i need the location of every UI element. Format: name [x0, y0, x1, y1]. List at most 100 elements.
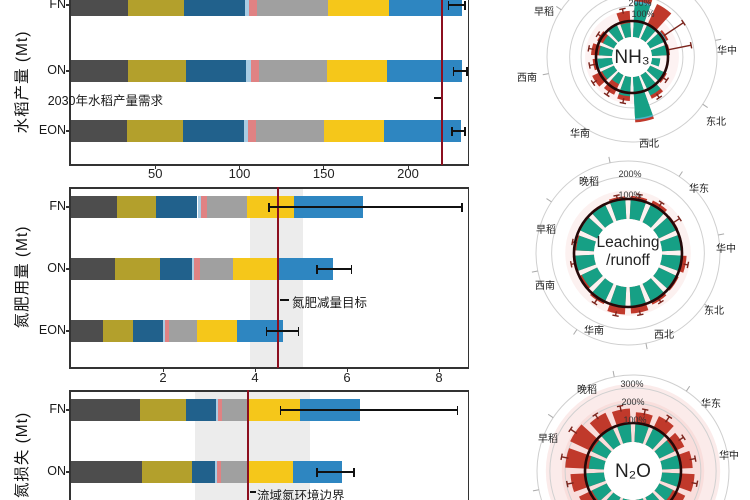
- wedge-teal: [632, 3, 651, 39]
- bar-segment-gray: [222, 399, 248, 421]
- bar-segment-olive: [103, 320, 134, 342]
- wedge-teal: [611, 71, 624, 85]
- bar-segment-pink-thin: [200, 196, 208, 218]
- error-cap: [464, 126, 467, 136]
- wedge-teal: [588, 456, 606, 470]
- x-axis-line: [69, 164, 469, 166]
- error-cap: [464, 0, 467, 10]
- sector-tick: [702, 103, 708, 108]
- wedge-teal: [629, 199, 646, 221]
- polar-error-bar: [663, 22, 684, 37]
- wedge-teal: [601, 428, 621, 450]
- top-spine: [69, 187, 469, 189]
- sector-tick: [645, 343, 648, 350]
- reference-line: [276, 187, 280, 368]
- region-label: 西南: [535, 279, 555, 292]
- polar-error-bar: [606, 89, 611, 96]
- x-tick: [438, 368, 440, 372]
- polar-error-bar: [592, 79, 598, 84]
- row-tick: [66, 206, 70, 208]
- wedge-teal: [620, 22, 632, 39]
- wedge-teal: [602, 65, 618, 80]
- error-cap: [316, 264, 318, 274]
- region-label: 东北: [704, 304, 724, 317]
- polar-error-cap: [613, 194, 620, 197]
- grid-circle: [549, 387, 717, 500]
- row-label: FN: [49, 199, 66, 213]
- polar-error-cap: [695, 480, 699, 488]
- region-label: 早稻: [538, 433, 558, 445]
- bar-segment-blue: [384, 120, 462, 142]
- error-bar: [448, 4, 466, 6]
- polar-error-cap: [603, 92, 610, 98]
- polar-error-cap: [565, 480, 569, 488]
- polar-error-cap: [637, 313, 644, 317]
- polar-error-cap: [681, 434, 686, 441]
- polar-center-label: NH₃: [614, 47, 649, 68]
- polar-error-cap: [666, 414, 673, 420]
- bar-segment-pink-thin: [247, 120, 257, 142]
- polar-error-cap: [656, 95, 663, 101]
- polar-error-cap: [657, 299, 664, 305]
- wedge-teal: [610, 285, 627, 307]
- bar-segment-lightblue-thin: [214, 461, 217, 483]
- bar-segment-yellow: [327, 60, 388, 82]
- region-label: 西南: [517, 71, 537, 84]
- wedge-teal: [653, 217, 676, 239]
- bar-segment-darkgray: [71, 120, 128, 142]
- polar-error-bar: [570, 428, 578, 435]
- polar-error-bar: [619, 405, 622, 412]
- x-tick: [323, 165, 325, 169]
- error-bar: [453, 70, 467, 72]
- outer-circle: [535, 160, 721, 346]
- bar-segment-darkgray: [71, 60, 129, 82]
- wedge-teal: [650, 57, 661, 67]
- x-tick: [154, 165, 156, 169]
- polar-error-bar: [614, 311, 618, 316]
- y-axis-line: [69, 390, 71, 500]
- bar-segment-olive: [140, 399, 186, 421]
- sector-tick: [715, 38, 722, 41]
- row-label: ON: [47, 261, 66, 275]
- bar-segment-darkgray: [71, 258, 116, 280]
- polar-error-cap: [664, 77, 670, 84]
- bar-segment-olive: [142, 461, 192, 483]
- bar-segment-darkblue: [159, 258, 192, 280]
- bar-segment-yellow: [197, 320, 237, 342]
- outer-circle: [546, 0, 718, 143]
- bar-segment-lightblue-thin: [197, 196, 201, 218]
- sector-tick: [542, 73, 549, 76]
- sector-tick: [531, 270, 538, 273]
- bar-segment-blue: [388, 0, 462, 16]
- sector-tick: [678, 171, 683, 177]
- grid-circle: [580, 5, 684, 109]
- bar-segment-gray: [199, 258, 233, 280]
- x-tick: [162, 368, 164, 372]
- radial-tick-label: 300%: [620, 379, 643, 389]
- wedge-teal: [591, 483, 612, 500]
- sector-tick: [612, 370, 615, 377]
- wedge-teal: [632, 75, 653, 119]
- error-cap: [297, 326, 300, 336]
- region-label: 早稻: [534, 6, 554, 18]
- wedge-teal: [653, 267, 676, 289]
- error-cap: [461, 202, 463, 212]
- bar-segment-olive: [128, 60, 186, 82]
- bar-segment-lightblue-thin: [243, 120, 248, 142]
- wedge-teal: [660, 454, 681, 470]
- polar-error-bar: [622, 98, 625, 104]
- polar-error-cap: [619, 7, 626, 11]
- region-label: 华南: [570, 127, 590, 140]
- region-label: 华东: [701, 397, 721, 410]
- bar-segment-yellow: [323, 120, 385, 142]
- error-cap: [350, 264, 353, 274]
- error-bar: [451, 130, 466, 132]
- wedge-teal: [581, 267, 603, 288]
- wedge-teal: [645, 427, 666, 450]
- polar-center-label: Leaching: [597, 234, 660, 251]
- bar-segment-yellow: [247, 461, 293, 483]
- region-label: 晚稻: [579, 176, 599, 188]
- error-bar: [317, 471, 354, 473]
- bar-segment-olive: [115, 258, 160, 280]
